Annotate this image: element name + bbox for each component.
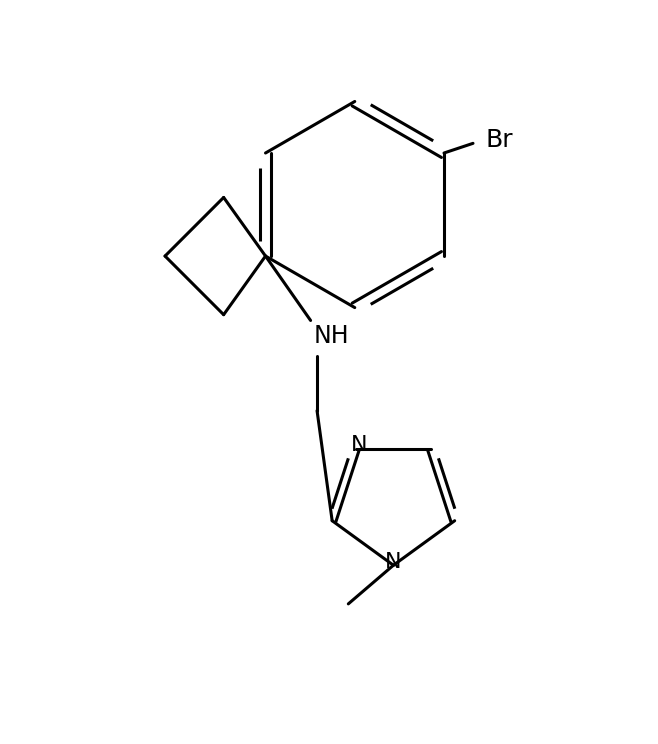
Text: N: N <box>351 435 367 455</box>
Text: Br: Br <box>486 128 513 152</box>
Text: NH: NH <box>314 324 349 347</box>
Text: N: N <box>385 552 401 572</box>
